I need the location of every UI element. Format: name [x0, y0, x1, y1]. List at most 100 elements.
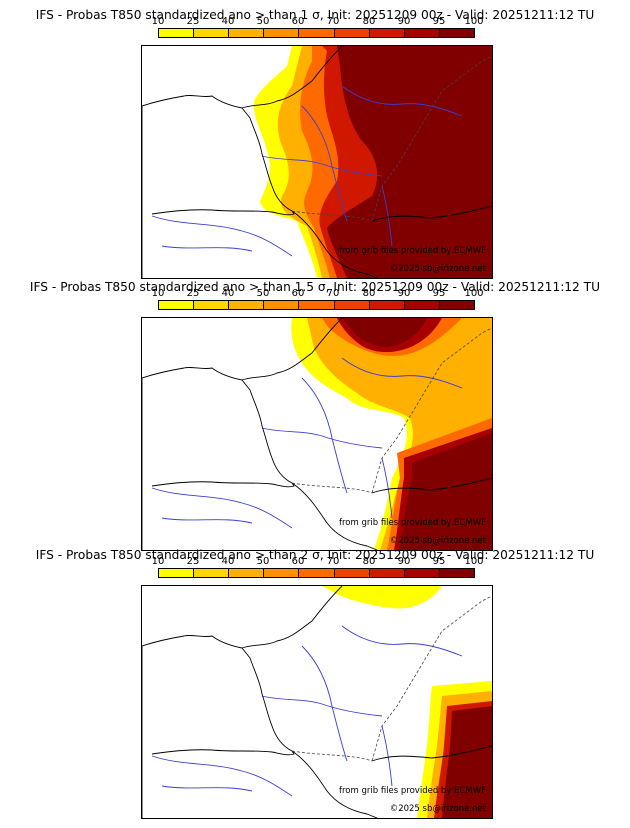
river-line: [161, 517, 253, 524]
coastline-line: [142, 366, 295, 550]
map-title: IFS - Probas T850 standardized ano > tha…: [35, 548, 595, 562]
coastline-line: [291, 477, 492, 550]
colorbar-segment: [334, 301, 370, 309]
colorbar-tick-label: 100: [464, 556, 484, 567]
colorbar-segment: [404, 301, 440, 309]
coastline-line: [241, 318, 343, 381]
colorbar-tick-label: 25: [186, 288, 200, 299]
colorbar-tick-label: 80: [362, 16, 376, 27]
colorbar-segment: [229, 569, 265, 577]
source-credit: from grib files provided by ECMWF: [339, 246, 486, 256]
colorbar-tick-label: 95: [432, 556, 446, 567]
colorbar: [158, 28, 475, 38]
border-line: [291, 327, 492, 494]
map-title: IFS - Probas T850 standardized ano > tha…: [29, 280, 601, 294]
colorbar-tick-label: 70: [326, 16, 340, 27]
copyright-credit: ©2025 sb@irizone.net: [389, 804, 486, 814]
colorbar-ticks: 10 25 40 50 60 70 80 90 95 100: [140, 557, 484, 567]
coastline-line: [142, 94, 295, 278]
colorbar-tick-label: 25: [186, 16, 200, 27]
colorbar-tick-label: 60: [291, 288, 305, 299]
colorbar-tick-label: 10: [151, 16, 165, 27]
colorbar-segment: [194, 569, 230, 577]
coastline: [142, 586, 492, 818]
colorbar-tick-label: 80: [362, 288, 376, 299]
colorbar-tick-label: 10: [151, 556, 165, 567]
river-line: [341, 357, 463, 389]
probability-shading: [253, 46, 492, 278]
colorbar-tick-label: 60: [291, 16, 305, 27]
colorbar-segment: [334, 569, 370, 577]
river-line: [301, 377, 348, 494]
probability-shading: [291, 318, 492, 550]
panel-3: IFS - Probas T850 standardized ano > tha…: [0, 540, 630, 828]
colorbar-segment: [264, 29, 300, 37]
colorbar-segment: [439, 301, 474, 309]
probability-shading: [322, 586, 492, 818]
rivers: [151, 625, 463, 797]
copyright-credit: ©2025 sb@irizone.net: [389, 264, 486, 274]
colorbar-segment: [439, 29, 474, 37]
river-line: [381, 185, 393, 247]
colorbar-segment: [264, 569, 300, 577]
probability-area: [342, 318, 492, 550]
colorbar-segment: [159, 29, 195, 37]
colorbar-tick-label: 70: [326, 556, 340, 567]
river-line: [381, 725, 393, 787]
river-line: [341, 625, 463, 657]
colorbar-tick-label: 90: [397, 556, 411, 567]
rivers: [151, 85, 463, 257]
colorbar-segment: [439, 569, 474, 577]
coastline: [142, 46, 492, 278]
probability-area: [442, 706, 492, 818]
colorbar-tick-label: 90: [397, 16, 411, 27]
colorbar-segment: [299, 29, 335, 37]
colorbar-segment: [404, 29, 440, 37]
river-line: [151, 215, 293, 257]
colorbar-tick-label: 40: [221, 288, 235, 299]
colorbar-tick-label: 95: [432, 288, 446, 299]
coastline-line: [291, 205, 492, 278]
panel-1: IFS - Probas T850 standardized ano > tha…: [0, 0, 630, 280]
river-line: [301, 105, 348, 222]
coastline-line: [142, 634, 295, 818]
colorbar-tick-label: 95: [432, 16, 446, 27]
coastline: [142, 318, 492, 550]
border-line: [291, 55, 492, 222]
colorbar-segment: [334, 29, 370, 37]
colorbar-segment: [369, 29, 405, 37]
colorbar: [158, 300, 475, 310]
colorbar-tick-label: 60: [291, 556, 305, 567]
probability-map: from grib files provided by ECMWF ©2025 …: [141, 585, 493, 819]
colorbar-segment: [299, 569, 335, 577]
river-line: [341, 85, 463, 117]
river-line: [151, 487, 293, 529]
colorbar-segment: [159, 569, 195, 577]
colorbar-tick-label: 50: [256, 288, 270, 299]
colorbar-segment: [194, 29, 230, 37]
colorbar-tick-label: 10: [151, 288, 165, 299]
river-line: [301, 645, 348, 762]
colorbar-tick-label: 70: [326, 288, 340, 299]
rivers: [151, 357, 463, 529]
probability-map: from grib files provided by ECMWF ©2025 …: [141, 317, 493, 551]
river-line: [261, 427, 383, 449]
copyright-credit: ©2025 sb@irizone.net: [389, 536, 486, 546]
panel-2: IFS - Probas T850 standardized ano > tha…: [0, 272, 630, 552]
colorbar-segment: [194, 301, 230, 309]
river-line: [381, 457, 393, 519]
river-line: [161, 785, 253, 792]
border-line: [291, 595, 492, 762]
colorbar-segment: [299, 301, 335, 309]
river-line: [161, 245, 253, 252]
river-line: [151, 755, 293, 797]
colorbar-tick-label: 80: [362, 556, 376, 567]
colorbar: [158, 568, 475, 578]
colorbar-segment: [229, 29, 265, 37]
source-credit: from grib files provided by ECMWF: [339, 518, 486, 528]
colorbar-segment: [229, 301, 265, 309]
colorbar-segment: [404, 569, 440, 577]
probability-map: from grib files provided by ECMWF ©2025 …: [141, 45, 493, 279]
colorbar-tick-label: 100: [464, 288, 484, 299]
colorbar-segment: [369, 569, 405, 577]
